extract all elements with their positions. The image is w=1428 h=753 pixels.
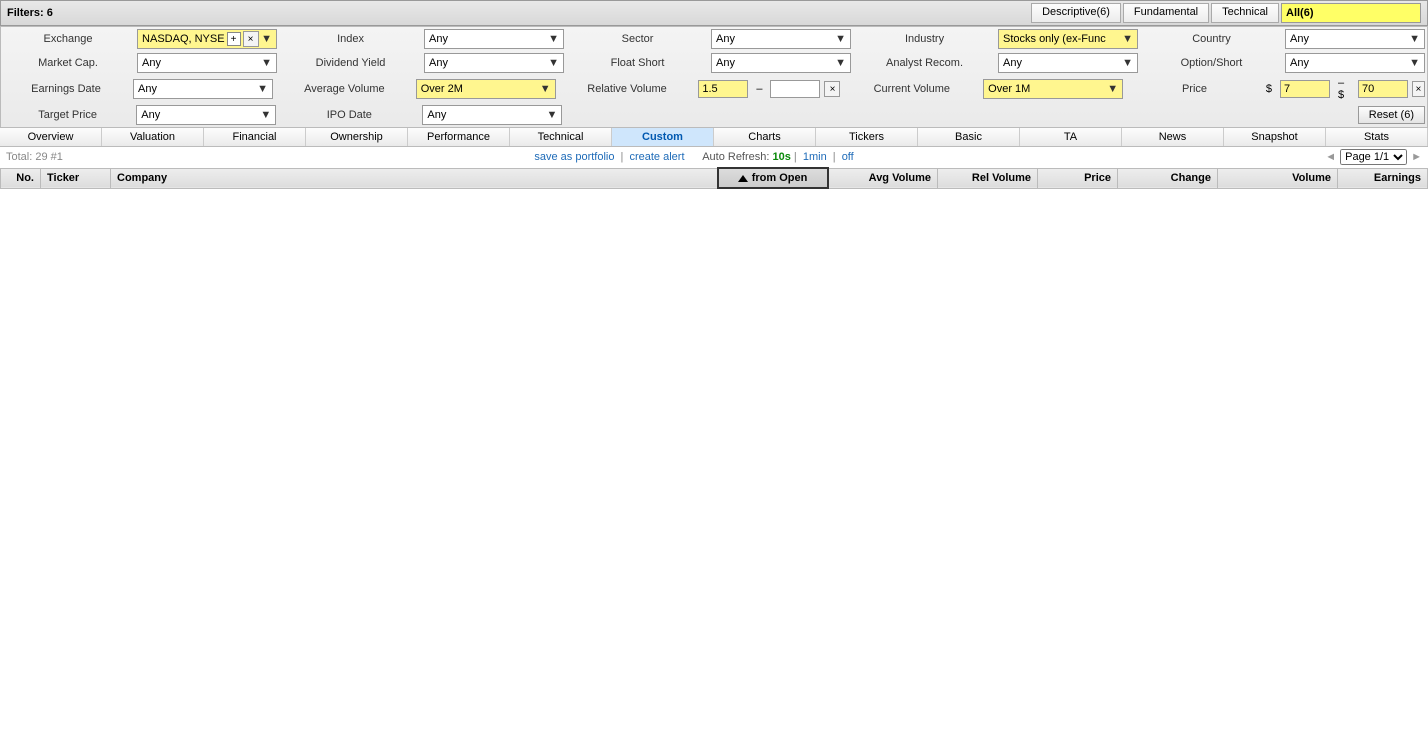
filters-bar: Filters: 6 Descriptive(6) Fundamental Te… [0, 0, 1428, 26]
relvol-from-input[interactable] [698, 80, 748, 98]
filter-label: Price [1125, 75, 1264, 103]
filter-label: Earnings Date [1, 75, 131, 103]
clear-icon[interactable]: × [1412, 81, 1425, 97]
clear-icon[interactable]: × [824, 81, 840, 97]
view-tab-financial[interactable]: Financial [204, 128, 306, 146]
view-tabs: OverviewValuationFinancialOwnershipPerfo… [0, 128, 1428, 147]
filter-select[interactable]: Any▼ [424, 53, 564, 73]
tab-descriptive[interactable]: Descriptive(6) [1031, 3, 1121, 23]
page-prev-icon[interactable]: ◄ [1325, 151, 1336, 163]
filters-grid: ExchangeNASDAQ, NYSE+×▼IndexAny▼SectorAn… [0, 26, 1428, 128]
auto-refresh: Auto Refresh: 10s [702, 151, 791, 163]
page-next-icon[interactable]: ► [1411, 151, 1422, 163]
col-header[interactable]: Earnings [1338, 168, 1428, 188]
view-tab-stats[interactable]: Stats [1326, 128, 1428, 146]
total-label: Total: 29 #1 [6, 151, 63, 163]
filter-label: Sector [566, 27, 709, 51]
meta-row: Total: 29 #1 save as portfolio | create … [0, 147, 1428, 167]
view-tab-custom[interactable]: Custom [612, 128, 714, 146]
view-tab-overview[interactable]: Overview [0, 128, 102, 146]
relvol-to-input[interactable] [770, 80, 820, 98]
view-tab-tickers[interactable]: Tickers [816, 128, 918, 146]
filter-select[interactable]: Any▼ [133, 79, 273, 99]
refresh-off-link[interactable]: off [842, 151, 854, 163]
filter-label: Dividend Yield [279, 51, 422, 75]
col-header[interactable]: from Open [718, 168, 828, 188]
reset-button[interactable]: Reset (6) [1358, 106, 1425, 124]
price-to-input[interactable] [1358, 80, 1408, 98]
results-table: No.TickerCompanyfrom OpenAvg VolumeRel V… [0, 167, 1428, 189]
view-tab-ownership[interactable]: Ownership [306, 128, 408, 146]
filter-label: Option/Short [1140, 51, 1283, 75]
price-from-input[interactable] [1280, 80, 1330, 98]
page-select[interactable]: Page 1/1 [1340, 149, 1407, 165]
filter-label: Float Short [566, 51, 709, 75]
filter-select[interactable]: Any▼ [711, 29, 851, 49]
filter-select[interactable]: Any▼ [137, 53, 277, 73]
col-header[interactable]: No. [1, 168, 41, 188]
filters-label: Filters: 6 [7, 7, 53, 19]
col-header[interactable]: Rel Volume [938, 168, 1038, 188]
col-header[interactable]: Ticker [41, 168, 111, 188]
filter-label: Country [1140, 27, 1283, 51]
view-tab-charts[interactable]: Charts [714, 128, 816, 146]
plus-icon[interactable]: + [227, 32, 241, 46]
filter-select[interactable]: NASDAQ, NYSE+×▼ [137, 29, 277, 49]
col-header[interactable]: Volume [1218, 168, 1338, 188]
col-header[interactable]: Company [111, 168, 718, 188]
save-portfolio-link[interactable]: save as portfolio [534, 151, 614, 163]
filter-label: Current Volume [842, 75, 981, 103]
filter-label: Relative Volume [558, 75, 697, 103]
filter-label: Analyst Recom. [853, 51, 996, 75]
filter-select[interactable]: Over 1M▼ [983, 79, 1123, 99]
col-header[interactable]: Avg Volume [828, 168, 938, 188]
filter-select[interactable]: Over 2M▼ [416, 79, 556, 99]
filter-label [564, 103, 706, 127]
filter-select[interactable]: Any▼ [1285, 29, 1425, 49]
filter-select[interactable]: Any▼ [424, 29, 564, 49]
tab-technical[interactable]: Technical [1211, 3, 1279, 23]
filter-label [849, 103, 991, 127]
col-header[interactable]: Change [1118, 168, 1218, 188]
page-control: ◄ Page 1/1 ► [1325, 149, 1422, 165]
filter-select[interactable]: Any▼ [998, 53, 1138, 73]
clear-icon[interactable]: × [243, 31, 259, 47]
view-tab-performance[interactable]: Performance [408, 128, 510, 146]
view-tab-basic[interactable]: Basic [918, 128, 1020, 146]
filter-select[interactable]: Any▼ [136, 105, 276, 125]
filter-label: Index [279, 27, 422, 51]
filter-select[interactable]: Any▼ [422, 105, 562, 125]
filter-label: Exchange [1, 27, 135, 51]
filter-select[interactable]: Stocks only (ex-Func▼ [998, 29, 1138, 49]
view-tab-ta[interactable]: TA [1020, 128, 1122, 146]
filter-label: IPO Date [278, 103, 420, 127]
filter-label: Target Price [1, 103, 134, 127]
filter-label: Market Cap. [1, 51, 135, 75]
view-tab-valuation[interactable]: Valuation [102, 128, 204, 146]
filter-label [1133, 103, 1275, 127]
refresh-1min-link[interactable]: 1min [803, 151, 827, 163]
view-tab-technical[interactable]: Technical [510, 128, 612, 146]
col-header[interactable]: Price [1038, 168, 1118, 188]
create-alert-link[interactable]: create alert [629, 151, 684, 163]
view-tab-snapshot[interactable]: Snapshot [1224, 128, 1326, 146]
filter-label: Industry [853, 27, 996, 51]
sort-asc-icon [738, 175, 748, 182]
filter-label: Average Volume [275, 75, 414, 103]
filter-tabs: Descriptive(6) Fundamental Technical All… [1031, 3, 1421, 23]
view-tab-news[interactable]: News [1122, 128, 1224, 146]
tab-all[interactable]: All(6) [1281, 3, 1421, 23]
filter-select[interactable]: Any▼ [711, 53, 851, 73]
tab-fundamental[interactable]: Fundamental [1123, 3, 1209, 23]
filter-select[interactable]: Any▼ [1285, 53, 1425, 73]
